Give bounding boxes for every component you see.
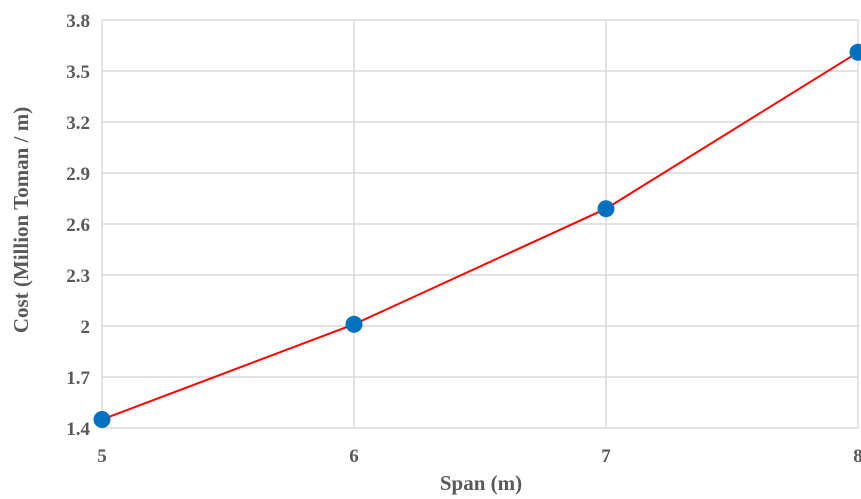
y-tick-label: 1.4 xyxy=(66,419,90,440)
data-point xyxy=(849,43,861,61)
y-tick-label: 2 xyxy=(81,317,91,338)
y-tick-label: 2.9 xyxy=(66,164,90,185)
data-point xyxy=(93,411,111,428)
x-axis-ticks: 5 6 7 8 xyxy=(97,446,861,467)
y-tick-label: 1.7 xyxy=(66,368,90,389)
series-line xyxy=(101,51,859,421)
y-tick-label: 3.2 xyxy=(66,113,90,134)
y-tick-label: 2.6 xyxy=(66,215,90,236)
x-axis-title: Span (m) xyxy=(440,471,522,495)
series-layer xyxy=(93,43,861,428)
y-tick-label: 2.3 xyxy=(66,266,90,287)
y-axis-title: Cost (Million Toman / m) xyxy=(9,107,33,333)
x-tick-label: 6 xyxy=(349,446,359,467)
x-tick-label: 8 xyxy=(853,446,861,467)
y-tick-label: 3.8 xyxy=(66,11,90,32)
data-point xyxy=(345,315,363,333)
data-point xyxy=(597,200,615,218)
x-tick-label: 5 xyxy=(97,446,107,467)
y-tick-label: 3.5 xyxy=(66,62,90,83)
x-tick-label: 7 xyxy=(601,446,611,467)
y-axis-ticks: 1.4 1.7 2 2.3 2.6 2.9 3.2 3.5 3.8 xyxy=(66,11,90,440)
gridlines xyxy=(101,19,859,429)
